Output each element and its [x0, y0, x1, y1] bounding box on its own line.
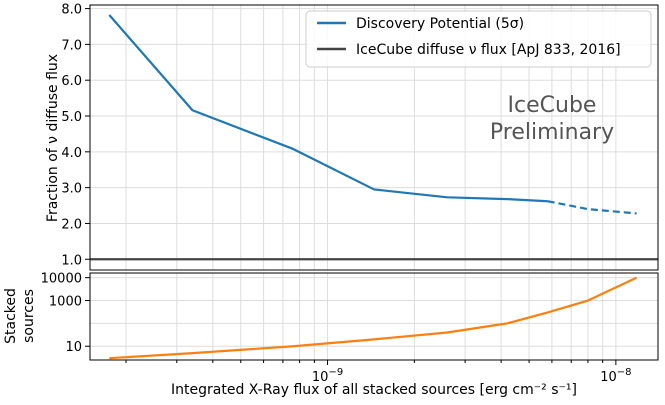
top-plot-area: [90, 14, 658, 261]
top-y-tick-label: 1.0: [61, 253, 82, 268]
top-panel-frame: [89, 4, 659, 271]
bottom-y-axis-label-line2: sources: [21, 289, 37, 343]
legend-label-discovery: Discovery Potential (5σ): [356, 16, 524, 32]
top-y-tick-label: 8.0: [61, 3, 82, 18]
top-y-tick-label: 7.0: [61, 38, 82, 53]
bottom-plot-area: [109, 276, 638, 360]
bottom-y-tick-label: 1000: [49, 295, 82, 310]
top-y-tick-label: 3.0: [61, 182, 82, 197]
top-y-tick-label: 5.0: [61, 110, 82, 125]
discovery-potential-line: [108, 14, 548, 203]
legend: Discovery Potential (5σ) IceCube diffuse…: [305, 10, 652, 68]
annotation-line2: Preliminary: [490, 120, 614, 145]
legend-label-diffuse: IceCube diffuse ν flux [ApJ 833, 2016]: [356, 42, 621, 58]
bottom-y-tick-label: 10: [65, 340, 82, 355]
bottom-panel-frame: [89, 272, 659, 361]
legend-box: [305, 10, 652, 68]
bottom-y-tick-label: 10000: [41, 272, 82, 287]
stacked-sources-line: [109, 276, 638, 360]
top-y-tick-label: 6.0: [61, 74, 82, 89]
top-y-tick-label: 4.0: [61, 146, 82, 161]
discovery-potential-dashed-line: [547, 200, 637, 215]
top-y-ticks: 1.0 2.0 3.0 4.0 5.0 6.0 7.0 8.0: [61, 3, 90, 268]
bottom-grid: [90, 273, 658, 360]
top-y-axis-label: Fraction of ν diffuse flux: [45, 54, 61, 222]
x-axis-label: Integrated X-Ray flux of all stacked sou…: [171, 382, 577, 398]
bottom-y-axis-label-line1: Stacked: [3, 288, 19, 344]
x-tick-label: 10−8: [600, 367, 631, 385]
annotation-line1: IceCube: [508, 93, 597, 118]
top-y-tick-label: 2.0: [61, 217, 82, 232]
